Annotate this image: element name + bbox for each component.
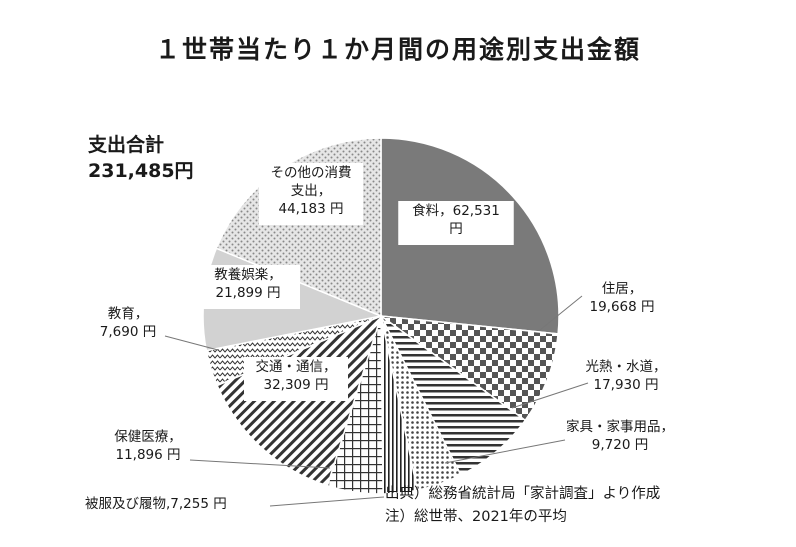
slice-label-box [196, 265, 300, 309]
slice-label: 11,896 円 [115, 447, 180, 463]
chart-title: １世帯当たり１か月間の用途別支出金額 [154, 35, 641, 64]
slice-label: 被服及び履物,7,255 円 [85, 496, 227, 512]
pie-slices [202, 137, 560, 495]
slice-label: 円 [449, 221, 463, 237]
leader-line [511, 382, 589, 409]
slice-label: 家具・家事用品， [566, 418, 674, 435]
slice-label: 保健医療， [114, 428, 182, 445]
leader-line [269, 496, 385, 507]
slice-label-box [244, 357, 348, 401]
slice-label: 教養娯楽， [214, 266, 282, 283]
total-value: 231,485円 [88, 160, 194, 182]
slice-label: 光熱・水道， [586, 359, 667, 375]
leader-line [539, 295, 583, 331]
slice-label-box [398, 201, 514, 245]
slice-label: 17,930 円 [593, 377, 658, 393]
slice-label: 食料，62,531 [412, 202, 500, 219]
source-note: 出典）総務省統計局「家計調査」より作成 [385, 486, 661, 502]
leader-line [189, 459, 331, 469]
leader-line [444, 439, 566, 464]
slice-label: 支出， [291, 183, 332, 199]
slice-label: その他の消費 [271, 165, 352, 181]
leader-lines [164, 295, 589, 507]
slice-label: 32,309 円 [263, 377, 328, 393]
slice-label: 44,183 円 [278, 201, 343, 217]
slice-label: 21,899 円 [215, 285, 280, 301]
slice-label: 交通・通信， [256, 358, 337, 375]
total-label: 支出合計 [88, 134, 165, 156]
slice-label: 19,668 円 [589, 299, 654, 315]
leader-line [164, 335, 219, 351]
slice-label: 住居， [602, 281, 643, 297]
slice-label-box [259, 163, 363, 225]
slice-label: 教育， [108, 306, 149, 322]
slice-label: 7,690 円 [100, 324, 156, 340]
pie-slice-2 [378, 314, 559, 422]
slice-label: 9,720 円 [592, 437, 648, 453]
slice-labels: 食料，62,531 円住居， 19,668 円光熱・水道， 17,930 円家具・家事… [85, 163, 674, 512]
footnote: 注）総世帯、2021年の平均 [385, 509, 567, 525]
